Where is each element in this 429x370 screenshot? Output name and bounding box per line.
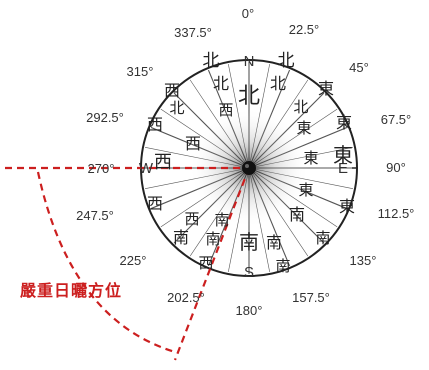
- ssw-boundary-line: [173, 167, 251, 361]
- degree-label: 270°: [88, 161, 115, 176]
- degree-label: 202.5°: [167, 290, 205, 305]
- degree-labels: 0° 22.5° 45° 67.5° 90° 112.5° 135° 157.5° 180° 20…: [76, 6, 414, 318]
- sun-exposure-zone-label: 嚴重日曬方位: [20, 281, 123, 300]
- degree-label: 22.5°: [289, 22, 320, 37]
- direction-char: 西: [147, 115, 163, 134]
- direction-char: 東: [318, 79, 334, 98]
- direction-char: 西: [198, 254, 213, 272]
- degree-label: 112.5°: [378, 206, 415, 221]
- direction-char: 南: [266, 233, 282, 252]
- direction-char: 南: [289, 205, 305, 224]
- degree-label: 292.5°: [86, 110, 124, 125]
- direction-char: 東: [336, 113, 352, 132]
- center-dot: [242, 161, 256, 175]
- degree-label: 247.5°: [76, 208, 114, 223]
- direction-char: 東: [298, 181, 313, 199]
- degree-label: 157.5°: [292, 290, 330, 305]
- cardinal-south: S: [244, 264, 254, 281]
- direction-char: 西: [185, 134, 201, 153]
- degree-label: 337.5°: [174, 25, 212, 40]
- direction-char: 西: [147, 194, 163, 213]
- sun-exposure-zone: [5, 166, 251, 361]
- center-dot-highlight: [245, 164, 249, 168]
- cardinal-north: N: [244, 53, 255, 70]
- degree-label: 67.5°: [381, 112, 412, 127]
- direction-char: 北: [293, 98, 308, 116]
- direction-char: 北: [213, 74, 229, 93]
- direction-char: 東: [339, 197, 355, 216]
- direction-char: 東: [303, 149, 318, 167]
- degree-label: 225°: [120, 253, 147, 268]
- degree-label: 90°: [386, 160, 406, 175]
- degree-label: 180°: [236, 303, 263, 318]
- degree-label: 45°: [349, 60, 369, 75]
- direction-char: 南: [214, 211, 229, 229]
- direction-char: 西: [218, 101, 233, 119]
- direction-char: 北: [169, 99, 184, 117]
- cardinal-east: E: [338, 160, 348, 177]
- direction-char: 南: [239, 230, 259, 254]
- direction-char: 西: [164, 81, 180, 100]
- direction-char: 南: [275, 257, 290, 275]
- degree-label: 315°: [127, 64, 154, 79]
- direction-char: 北: [238, 84, 260, 109]
- direction-char: 北: [278, 51, 295, 71]
- direction-char: 東: [296, 119, 311, 137]
- direction-char: 南: [173, 228, 189, 247]
- direction-char: 西: [184, 210, 199, 228]
- cardinal-west: W: [139, 160, 154, 177]
- direction-char: 西: [154, 152, 172, 173]
- degree-label: 135°: [350, 253, 377, 268]
- direction-char: 東: [333, 143, 353, 167]
- direction-char: 北: [270, 74, 286, 93]
- direction-char: 北: [203, 51, 220, 71]
- direction-char: 南: [205, 230, 220, 248]
- degree-label: 0°: [242, 6, 254, 21]
- zone-arc: [36, 171, 176, 354]
- direction-char: 南: [315, 229, 330, 247]
